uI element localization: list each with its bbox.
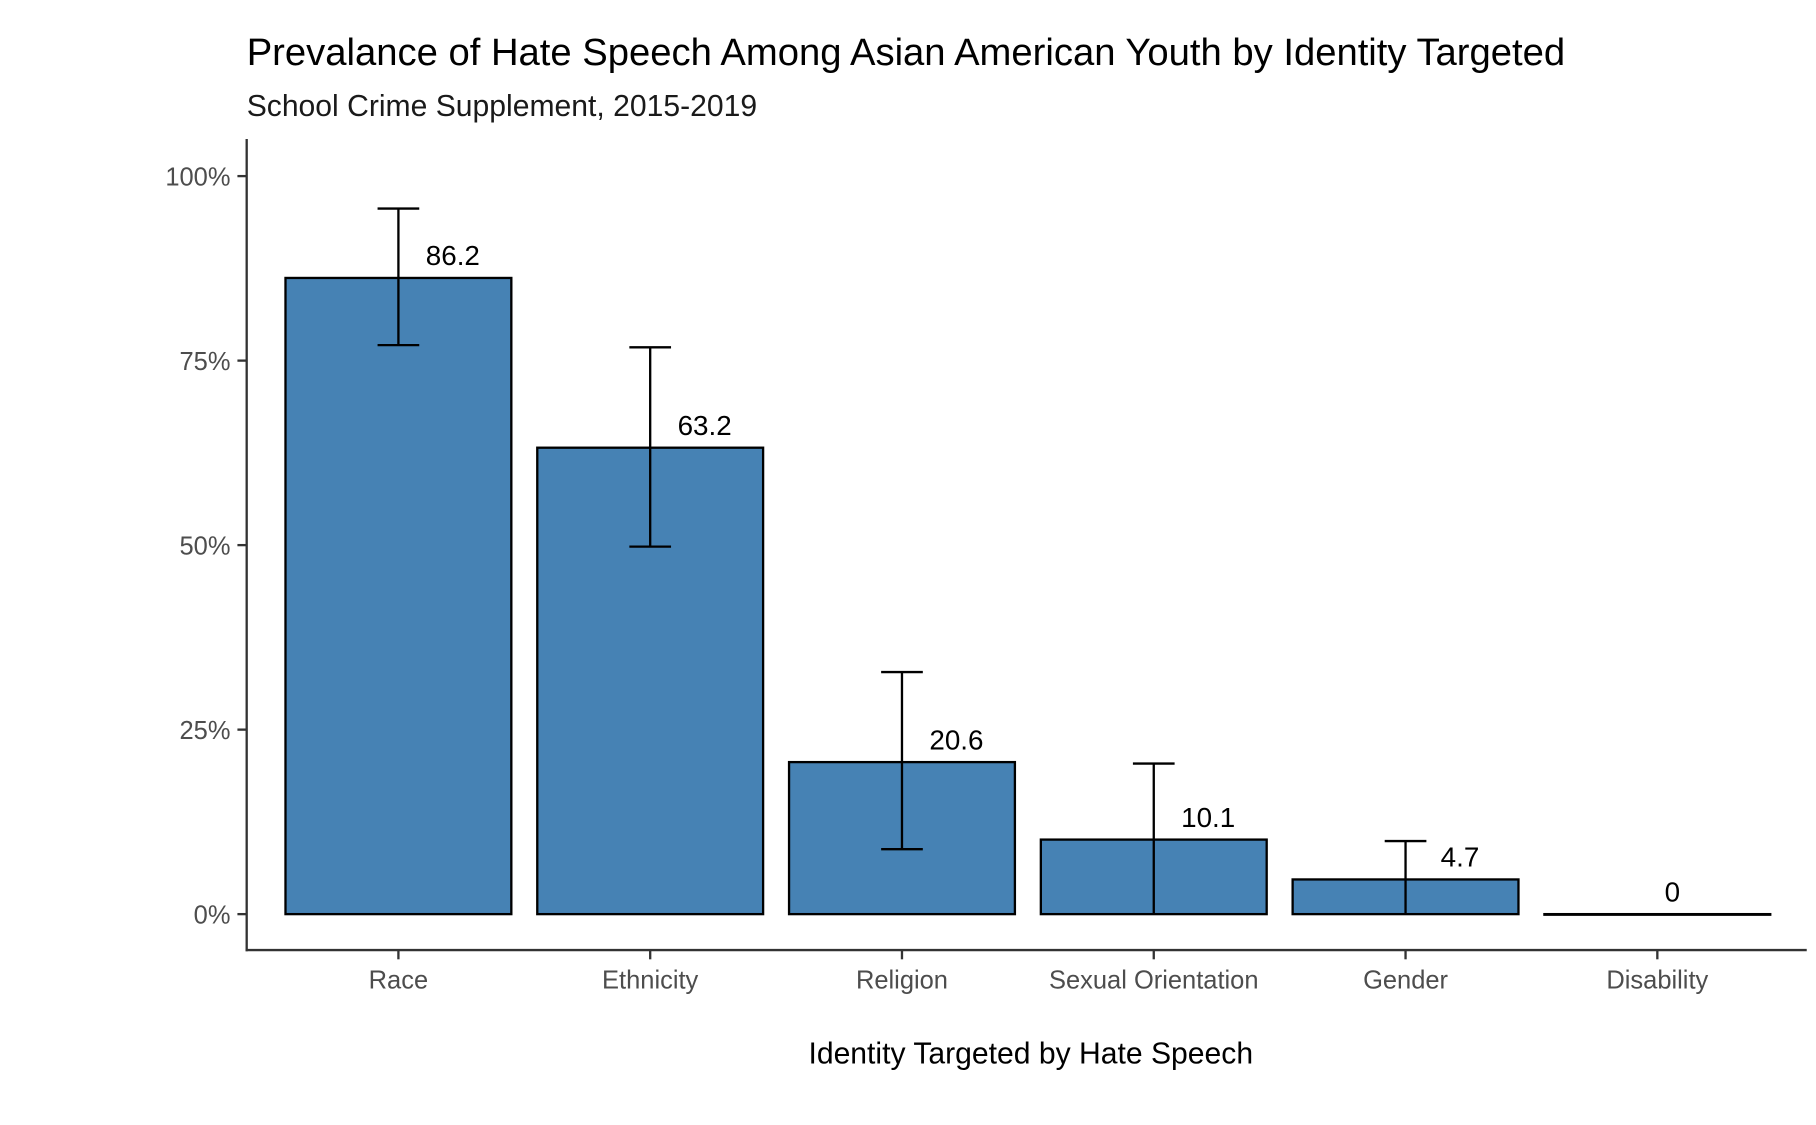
- x-tick-label: Religion: [856, 966, 948, 994]
- data-label: 86.2: [426, 240, 480, 271]
- x-axis-title: Identity Targeted by Hate Speech: [808, 1038, 1253, 1071]
- x-tick-label: Race: [369, 966, 428, 994]
- x-tick-label: Ethnicity: [602, 966, 699, 994]
- data-label: 10.1: [1181, 802, 1235, 833]
- data-label: 4.7: [1441, 842, 1480, 873]
- y-tick-label: 0%: [194, 901, 231, 929]
- y-tick-label: 25%: [179, 717, 230, 745]
- data-label: 63.2: [678, 410, 732, 441]
- bar-race: [284, 276, 513, 916]
- bar-disability: [1543, 912, 1772, 916]
- x-tick-label: Sexual Orientation: [1049, 966, 1259, 994]
- y-tick-label: 50%: [179, 532, 230, 560]
- y-tick-label: 100%: [165, 163, 230, 191]
- chart-title: Prevalance of Hate Speech Among Asian Am…: [247, 31, 1565, 74]
- y-tick-label: 75%: [179, 348, 230, 376]
- plot-area: 0% 25% 50% 75% 100% 86.2 Race 63.2 Ethnicity 20.6…: [165, 163, 1772, 994]
- data-label: 0: [1665, 876, 1680, 907]
- chart-subtitle: School Crime Supplement, 2015-2019: [247, 90, 757, 123]
- x-tick-label: Gender: [1363, 966, 1448, 994]
- data-label: 20.6: [929, 724, 983, 755]
- x-tick-label: Disability: [1606, 966, 1708, 994]
